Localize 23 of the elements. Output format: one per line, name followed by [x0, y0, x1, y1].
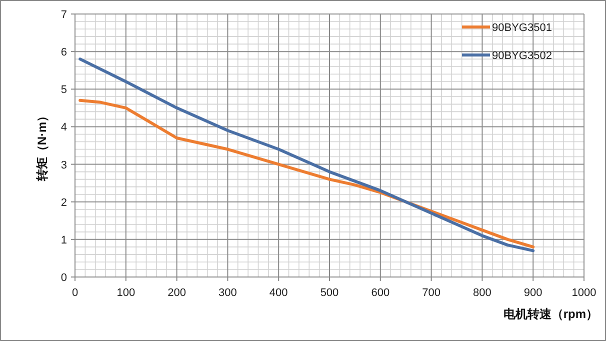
x-tick-label: 1000 [572, 287, 596, 299]
x-tick-label: 900 [524, 287, 542, 299]
x-tick-label: 600 [371, 287, 390, 299]
x-tick-label: 0 [72, 287, 78, 299]
legend-label: 90BYG3502 [492, 50, 552, 62]
x-axis-title: 电机转速（rpm） [503, 307, 598, 321]
x-tick-label: 800 [473, 287, 492, 299]
y-tick-label: 0 [60, 272, 67, 284]
x-tick-label: 700 [422, 287, 440, 299]
y-tick-label: 2 [60, 196, 67, 209]
x-tick-label: 100 [116, 287, 136, 299]
y-tick-label: 7 [60, 9, 67, 21]
x-tick-label: 300 [218, 287, 237, 299]
y-tick-label: 6 [60, 46, 67, 59]
y-axis-title: 转矩（N·m） [35, 110, 49, 182]
y-tick-label: 3 [60, 159, 67, 172]
x-tick-label: 200 [168, 287, 186, 299]
x-tick-label: 400 [269, 287, 288, 299]
legend-label: 90BYG3501 [492, 22, 552, 34]
y-tick-label: 5 [60, 84, 67, 96]
y-tick-label: 4 [60, 122, 67, 134]
y-tick-label: 1 [60, 234, 67, 246]
x-tick-label: 500 [320, 287, 339, 299]
